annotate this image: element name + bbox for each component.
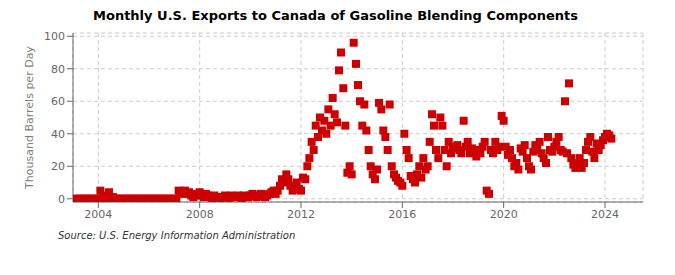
svg-text:100: 100 (44, 30, 65, 43)
svg-text:2024: 2024 (591, 208, 619, 221)
html-text:Monthly U.S. Exports to Canada: Monthly U.S. Exports to Canada of Gasoli… (93, 8, 578, 23)
svg-text:2020: 2020 (490, 208, 518, 221)
html-text:Source: U.S. Energy Informatio: Source: U.S. Energy Information Administ… (58, 230, 296, 241)
svg-text:80: 80 (51, 63, 65, 76)
svg-text:0: 0 (58, 193, 65, 206)
svg-text:2012: 2012 (287, 208, 315, 221)
svg-text:2016: 2016 (388, 208, 416, 221)
svg-text:40: 40 (51, 128, 65, 141)
svg-text:Thousand Barrels per Day: Thousand Barrels per Day (23, 46, 36, 190)
svg-text:2008: 2008 (186, 208, 214, 221)
svg-text:2004: 2004 (84, 208, 112, 221)
svg-text:60: 60 (51, 95, 65, 108)
svg-text:20: 20 (51, 160, 65, 173)
